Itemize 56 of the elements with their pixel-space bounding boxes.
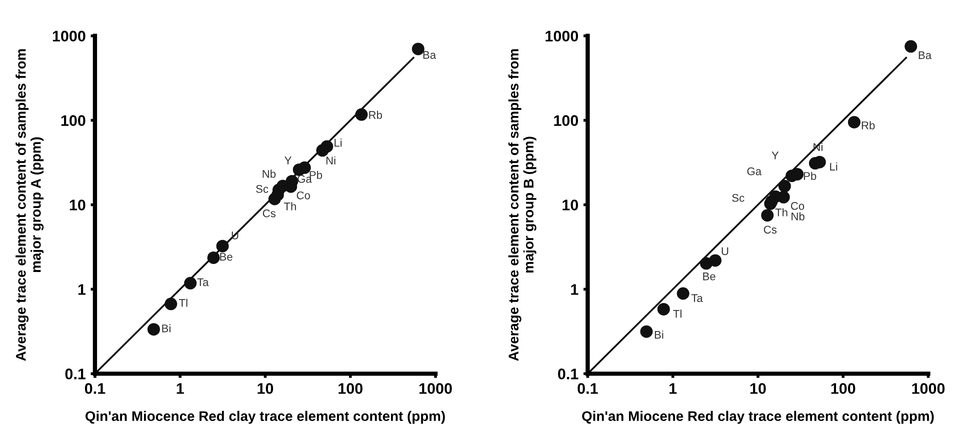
annotation: Bi [162, 324, 170, 332]
annotation: Ni [326, 156, 336, 164]
annotation: Be [703, 272, 716, 280]
annotation: Ba [423, 51, 436, 59]
y-tick-label: 1000 [52, 30, 86, 42]
annotation: Rb [862, 121, 875, 130]
x-tick-label: 0.1 [578, 383, 598, 394]
x-tick-label: 100 [831, 383, 856, 394]
annotation: Pb [804, 172, 816, 180]
y-axis-title: Average trace element content of samples from major group B (ppm) [508, 49, 536, 361]
annotation: Nb [262, 170, 276, 178]
y-tick-label: 100 [554, 115, 578, 126]
x-tick-label: 10 [258, 383, 274, 394]
annotation: Bi [654, 330, 664, 339]
annotation: Ba [918, 51, 932, 60]
x-tick-label: 0.1 [84, 383, 106, 394]
x-tick-label: 100 [338, 383, 362, 394]
y-tick-label: 10 [562, 200, 578, 210]
annotation: Cs [262, 209, 276, 218]
annotation: Be [220, 252, 232, 261]
x-tick-label: 1000 [912, 383, 945, 394]
annotation: Co [790, 202, 804, 210]
x-axis-title: Qin'an Miocence Red clay trace element content (ppm) [86, 410, 445, 424]
annotation: Tl [179, 298, 188, 307]
annotation: Pb [310, 170, 322, 179]
x-tick-label: 1 [176, 383, 184, 394]
annotation: Rb [369, 110, 382, 119]
annotation: U [722, 247, 728, 256]
annotation: Sc [256, 185, 268, 193]
x-tick-label: 10 [750, 383, 766, 394]
annotation: Y [772, 152, 779, 160]
annotation: Th [284, 202, 296, 210]
annotation: Y [284, 156, 292, 164]
y-tick-label: 100 [61, 115, 86, 126]
annotation: Li [830, 162, 838, 171]
y-tick-label: 0.1 [65, 368, 86, 380]
annotation: Cs [764, 226, 777, 234]
annotation: Ta [197, 278, 209, 286]
annotation: Ga [298, 174, 312, 183]
y-tick-label: 0.1 [558, 368, 578, 380]
y-tick-label: 1 [78, 284, 86, 295]
annotation: Sc [732, 194, 744, 202]
y-tick-label: 1 [571, 284, 578, 295]
y-tick-label: 1000 [546, 30, 578, 42]
annotation: Th [775, 208, 788, 216]
annotation: Ga [747, 167, 762, 176]
x-tick-label: 1 [670, 383, 677, 394]
y-tick-label: 10 [70, 200, 86, 210]
annotation: Tl [673, 310, 682, 318]
annotation: Li [334, 138, 342, 147]
y-axis-title: Average trace element content of samples from major group A (ppm) [16, 49, 44, 361]
annotation: Nb [792, 212, 804, 220]
x-axis-title: Qin'an Miocene Red clay trace element content (ppm) [582, 410, 934, 424]
annotation: Ta [691, 294, 703, 302]
x-tick-label: 1000 [419, 383, 452, 394]
annotation: Co [296, 191, 310, 200]
